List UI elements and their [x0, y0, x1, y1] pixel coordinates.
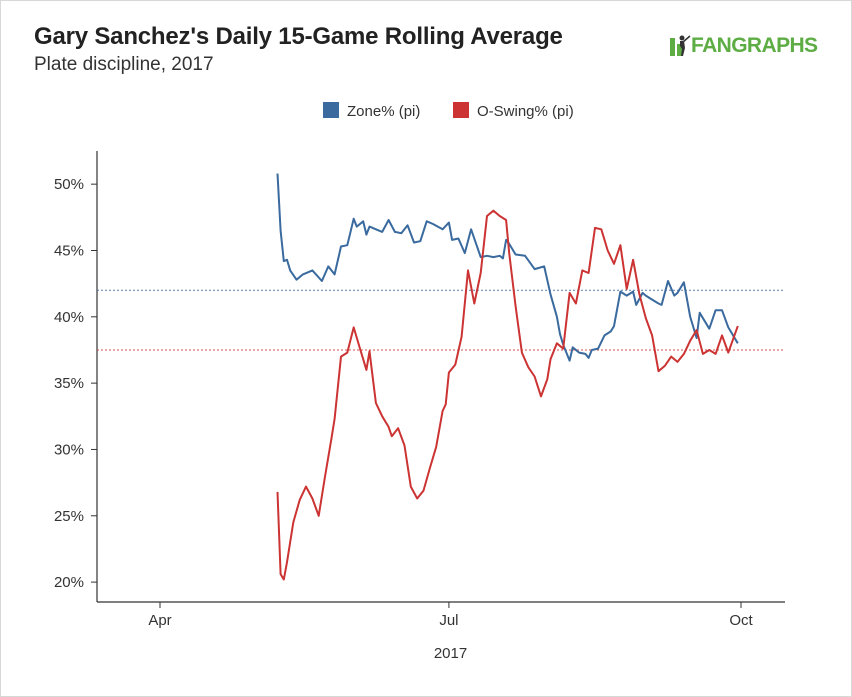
legend-label: O-Swing% (pi) — [477, 103, 574, 120]
fangraphs-logo: FANGRAPHS — [669, 34, 818, 60]
legend: Zone% (pi) O-Swing% (pi) — [323, 102, 574, 120]
x-tick-label: Jul — [439, 612, 458, 629]
y-tick-label: 50% — [54, 176, 84, 193]
legend-swatch — [453, 102, 469, 118]
y-axis: 20% 25% 30% 35% 40% 45% 50% — [54, 151, 98, 602]
x-tick-label: Oct — [729, 612, 753, 629]
series-lines — [276, 173, 739, 581]
y-tick-label: 20% — [54, 574, 84, 591]
reference-lines — [97, 289, 785, 351]
chart-subtitle: Plate discipline, 2017 — [34, 54, 214, 75]
y-tick-label: 45% — [54, 242, 84, 259]
batter-icon — [670, 35, 691, 56]
x-axis: Apr Jul Oct — [97, 601, 785, 629]
y-tick-label: 30% — [54, 441, 84, 458]
series-line — [276, 209, 739, 581]
y-tick-label: 35% — [54, 375, 84, 392]
y-tick-label: 40% — [54, 309, 84, 326]
logo-text: FANGRAPHS — [691, 34, 818, 57]
series-line — [276, 173, 739, 362]
legend-swatch — [323, 102, 339, 118]
x-tick-label: Apr — [148, 612, 171, 629]
x-axis-title: 2017 — [434, 645, 467, 662]
y-tick-label: 25% — [54, 508, 84, 525]
legend-label: Zone% (pi) — [347, 103, 420, 120]
chart-title: Gary Sanchez's Daily 15-Game Rolling Ave… — [34, 23, 563, 50]
